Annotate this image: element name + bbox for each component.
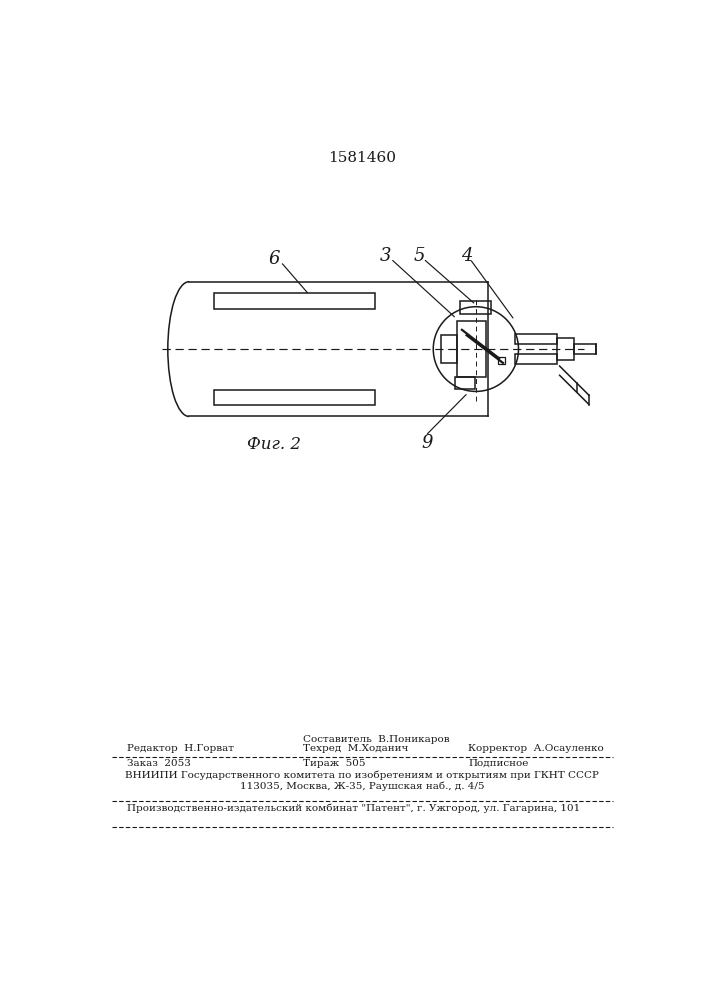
Text: Редактор  Н.Горват: Редактор Н.Горват (127, 744, 234, 753)
Text: 4: 4 (461, 247, 472, 265)
Text: 6: 6 (269, 250, 280, 268)
Text: 9: 9 (421, 434, 433, 452)
Text: 1581460: 1581460 (328, 151, 396, 165)
Bar (214, 389, 375, 405)
Bar (441, 335, 457, 363)
Text: 5: 5 (414, 247, 425, 265)
Text: Подписное: Подписное (468, 759, 529, 768)
Bar (455, 377, 475, 389)
Bar (457, 321, 486, 377)
Bar (214, 293, 375, 309)
Text: Тираж  505: Тираж 505 (303, 759, 366, 768)
Text: Техред  М.Ходанич: Техред М.Ходанич (303, 744, 409, 753)
Bar (498, 357, 506, 364)
Bar (574, 344, 596, 354)
Text: Фиг. 2: Фиг. 2 (247, 436, 301, 453)
Bar (460, 301, 491, 314)
Text: Производственно-издательский комбинат "Патент", г. Ужгород, ул. Гагарина, 101: Производственно-издательский комбинат "П… (127, 804, 580, 813)
Bar (515, 334, 557, 344)
Text: Корректор  А.Осауленко: Корректор А.Осауленко (468, 744, 604, 753)
Text: Составитель  В.Поникаров: Составитель В.Поникаров (303, 735, 450, 744)
Text: 113035, Москва, Ж-35, Раушская наб., д. 4/5: 113035, Москва, Ж-35, Раушская наб., д. … (240, 781, 484, 791)
Text: Заказ  2053: Заказ 2053 (127, 759, 191, 768)
Bar (557, 338, 574, 360)
Text: ВНИИПИ Государственного комитета по изобретениям и открытиям при ГКНТ СССР: ВНИИПИ Государственного комитета по изоб… (125, 770, 599, 780)
Bar (515, 354, 557, 364)
Text: 3: 3 (380, 247, 392, 265)
